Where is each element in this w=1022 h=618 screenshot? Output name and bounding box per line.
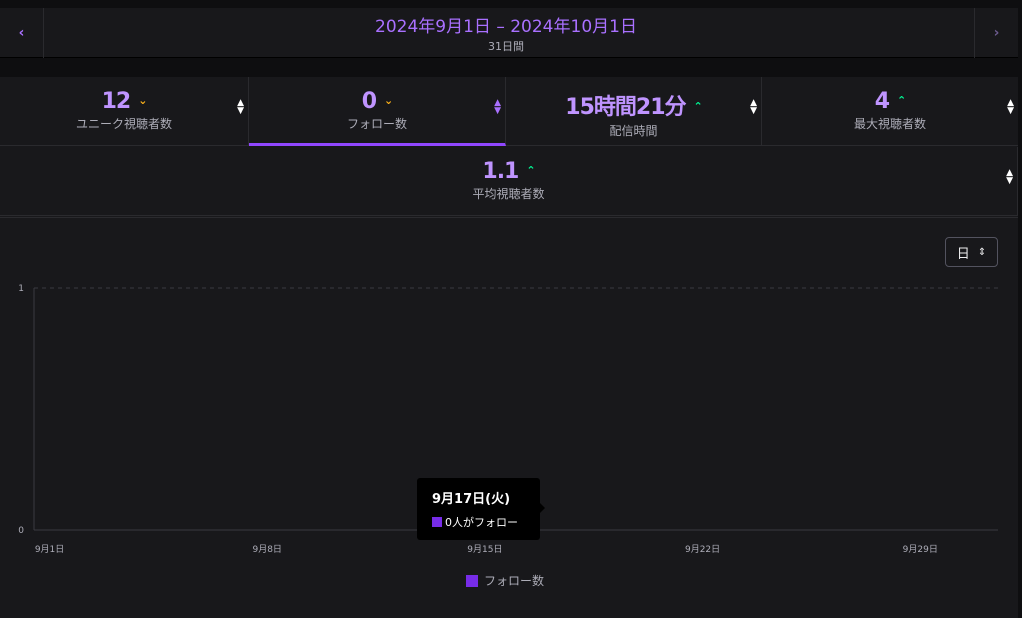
stat-value: 15時間21分: [565, 95, 686, 120]
sort-icon: ⇕: [977, 246, 987, 258]
x-tick-label: 9月22日: [685, 544, 720, 555]
stat-value: 0: [361, 89, 377, 114]
series-swatch: [432, 517, 442, 527]
chevron-left-icon: ‹: [18, 25, 25, 41]
stat-tab[interactable]: 15時間21分 ⌃ 配信時間 ▲ ▼: [506, 77, 762, 146]
sort-icon[interactable]: ▲ ▼: [494, 98, 501, 116]
trend-down-icon: ⌄: [138, 94, 147, 107]
chart-tooltip: 9月17日(火) 0人がフォロー: [417, 478, 545, 540]
tooltip-value: 0人がフォロー: [445, 516, 518, 529]
x-tick-label: 9月8日: [252, 544, 281, 555]
stats-panel: 12 ⌄ ユニーク視聴者数 ▲ ▼ 0 ⌄ フォロー数 ▲ ▼ 15時間21分 ⌃ 配信時間 ▲ ▼ 4 ⌃ 最大…: [0, 77, 1018, 217]
stat-value: 1.1: [482, 159, 519, 184]
sort-icon[interactable]: ▲ ▼: [1006, 168, 1013, 186]
trend-up-icon: ⌃: [526, 164, 535, 177]
date-range-navigator: ‹ 2024年9月1日 – 2024年10月1日 31日間 ›: [0, 8, 1018, 58]
y-tick-label: 0: [18, 526, 24, 536]
trend-up-icon: ⌃: [897, 94, 906, 107]
stat-label: 最大視聴者数: [853, 117, 926, 131]
sort-icon[interactable]: ▲ ▼: [237, 98, 244, 116]
stat-tab[interactable]: 4 ⌃ 最大視聴者数 ▲ ▼: [762, 77, 1018, 146]
x-tick-label: 9月1日: [35, 544, 64, 555]
stat-label: 配信時間: [609, 124, 658, 138]
period-length: 31日間: [488, 40, 524, 53]
stat-value: 12: [101, 89, 132, 114]
legend-swatch: [466, 574, 478, 587]
next-period-button[interactable]: ›: [974, 8, 1018, 58]
chevron-right-icon: ›: [993, 25, 1000, 41]
stat-tab[interactable]: 12 ⌄ ユニーク視聴者数 ▲ ▼: [0, 77, 249, 146]
granularity-select[interactable]: 日 ⇕: [945, 237, 998, 267]
stat-tab[interactable]: 0 ⌄ フォロー数 ▲ ▼: [249, 77, 506, 146]
trend-down-icon: ⌄: [384, 94, 393, 107]
chart-legend[interactable]: フォロー数: [466, 572, 544, 589]
date-range[interactable]: 2024年9月1日 – 2024年10月1日: [375, 17, 637, 37]
stat-label: フォロー数: [346, 117, 407, 131]
sort-icon[interactable]: ▲ ▼: [1007, 98, 1014, 116]
stat-tab[interactable]: 1.1 ⌃ 平均視聴者数 ▲ ▼: [0, 147, 1018, 216]
trend-up-icon: ⌃: [693, 100, 703, 113]
previous-period-button[interactable]: ‹: [0, 8, 44, 58]
granularity-value: 日: [956, 246, 970, 262]
legend-label: フォロー数: [484, 574, 545, 588]
stat-label: 平均視聴者数: [472, 187, 545, 201]
x-tick-label: 9月15日: [467, 544, 502, 555]
stat-value: 4: [874, 89, 890, 114]
x-tick-label: 9月29日: [903, 544, 938, 555]
tooltip-title: 9月17日(火): [432, 492, 511, 507]
stat-label: ユニーク視聴者数: [75, 117, 172, 131]
sort-icon[interactable]: ▲ ▼: [750, 98, 757, 116]
chart-area: 日 ⇕: [0, 217, 1018, 618]
y-tick-label: 1: [18, 284, 24, 294]
